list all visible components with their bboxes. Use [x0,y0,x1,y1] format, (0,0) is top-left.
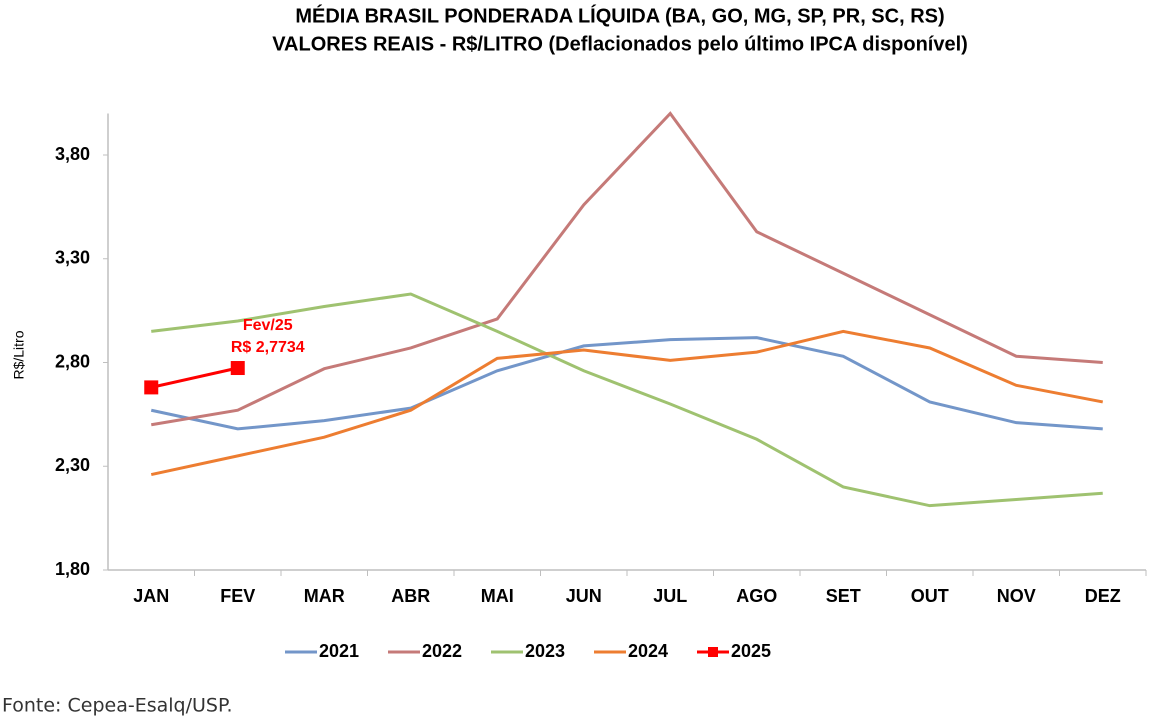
x-tick-label: MAI [481,586,514,606]
y-tick-label: 3,30 [55,248,90,268]
y-tick-label: 1,80 [55,559,90,579]
x-tick-label: DEZ [1085,586,1121,606]
legend-marker [708,647,718,657]
line-series [150,366,239,389]
point-marker [144,380,159,395]
line-series [151,111,1103,427]
y-tick-label: 2,30 [55,455,90,475]
line-series [150,336,1103,431]
chart-title: MÉDIA BRASIL PONDERADA LÍQUIDA (BA, GO, … [295,4,944,27]
x-tick-label: ABR [391,586,430,606]
line-series [150,329,1104,477]
data-label: R$ 2,7734 [231,339,305,356]
x-tick-label: OUT [911,586,949,606]
chart-subtitle: VALORES REAIS - R$/LITRO (Deflacionados … [272,33,968,55]
x-tick-label: MAR [304,586,345,606]
legend-label: 2022 [422,641,462,661]
legend-label: 2023 [525,641,565,661]
x-tick-label: JUL [653,586,687,606]
y-tick-label: 2,80 [55,351,90,371]
legend-label: 2025 [731,641,771,661]
y-axis-label: R$/Litro [11,330,27,379]
x-tick-label: AGO [736,586,777,606]
legend-label: 2021 [319,641,359,661]
x-tick-label: JAN [133,586,169,606]
y-tick-label: 3,80 [55,144,90,164]
annotation: Fev/25 [243,317,293,334]
source: Fonte: Cepea-Esalq/USP. [2,695,233,717]
x-tick-label: NOV [997,586,1036,606]
line-series [151,292,1103,508]
x-tick-label: SET [826,586,861,606]
x-tick-label: FEV [220,586,255,606]
point-marker [230,361,245,376]
x-tick-label: JUN [566,586,602,606]
legend-label: 2024 [628,641,668,661]
